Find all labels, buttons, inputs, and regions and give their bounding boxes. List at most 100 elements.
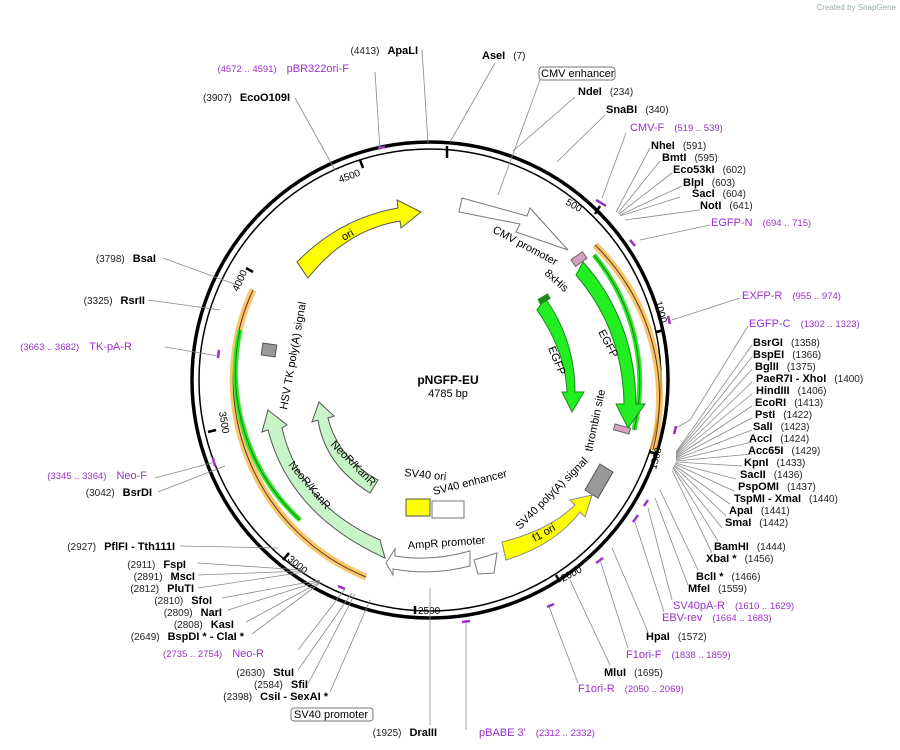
- site-position: (4413): [351, 46, 380, 57]
- site-label-sfoi: (2810) SfoI: [154, 595, 212, 607]
- site-position: (3042): [86, 488, 115, 499]
- site-label-xbai: XbaI * (1456): [706, 553, 773, 565]
- neo-thin-arc-inner: [235, 329, 301, 521]
- site-label-pluti: (2812) PluTI: [130, 583, 194, 595]
- site-label-tspmi-xmai: TspMI - XmaI (1440): [734, 493, 838, 505]
- site-position: (1440): [809, 494, 838, 505]
- site-name: BsaI: [133, 253, 156, 265]
- primer-name: EBV-rev: [662, 612, 703, 624]
- site-label-psti: PstI (1422): [755, 409, 812, 421]
- site-name: BspEI: [753, 349, 784, 361]
- tick-label-4500: 4500: [337, 168, 362, 186]
- site-position: (3798): [96, 254, 125, 265]
- site-position: (2584): [254, 680, 283, 691]
- site-position: (641): [729, 201, 752, 212]
- site-position: (2911): [127, 560, 155, 571]
- site-name: NotI: [700, 200, 721, 212]
- primer-name: SV40pA-R: [673, 600, 725, 612]
- site-position: (2927): [67, 542, 96, 553]
- site-name: PstI: [755, 409, 775, 421]
- site-position: (2398): [223, 692, 252, 703]
- primer-name: F1ori-R: [578, 683, 615, 695]
- primer-label-cmv-f: CMV-F (519 .. 539): [630, 122, 723, 134]
- site-label-bspei: BspEI (1366): [753, 349, 821, 361]
- site-position: (1366): [792, 350, 821, 361]
- plasmid-size: 4785 bp: [428, 388, 468, 400]
- feature-8xhis: 8xHis: [542, 267, 571, 295]
- site-label-asei: AseI (7): [482, 50, 525, 62]
- site-name: MfeI: [688, 583, 710, 595]
- site-position: (1559): [718, 584, 747, 595]
- site-position: (1422): [783, 410, 812, 421]
- snapgene-credit: Created by SnapGene: [816, 3, 896, 12]
- primer-range: (2735 .. 2754): [163, 649, 222, 660]
- site-name: RsrII: [121, 295, 145, 307]
- primer-label-exfp-r: EXFP-R (955 .. 974): [742, 290, 841, 302]
- tick-label-4000: 4000: [231, 268, 251, 293]
- site-name: DraIII: [409, 727, 437, 739]
- primer-range: (1610 .. 1629): [735, 601, 794, 612]
- primer-label-tk-pa-r: (3663 .. 3682) TK-pA-R: [20, 341, 132, 353]
- site-position: (3325): [84, 296, 113, 307]
- site-name: StuI: [273, 667, 294, 679]
- sv40-small-arrow: [473, 552, 498, 575]
- site-position: (1441): [761, 506, 790, 517]
- site-name: ApaI: [729, 505, 753, 517]
- site-position: (1436): [774, 470, 803, 481]
- primer-marks: [211, 145, 678, 624]
- primer-name: F1ori-F: [626, 649, 662, 661]
- site-name: SalI: [753, 421, 773, 433]
- site-label-bsrdi: (3042) BsrDI: [86, 487, 152, 499]
- primer-range: (3663 .. 3682): [20, 342, 79, 353]
- site-name: BsrDI: [123, 487, 152, 499]
- site-label-hpai: HpaI (1572): [646, 631, 707, 643]
- primer-name: TK-pA-R: [89, 341, 132, 353]
- primer-label-neo-r: (2735 .. 2754) Neo-R: [163, 648, 264, 660]
- site-name: PluTI: [167, 583, 194, 595]
- site-name: AccI: [749, 433, 772, 445]
- primer-range: (1302 .. 1323): [801, 319, 860, 330]
- site-position: (2649): [131, 632, 160, 643]
- site-label-saci: SacI (604): [692, 188, 746, 200]
- site-label-bspdi-clai: (2649) BspDI * - ClaI *: [131, 631, 245, 643]
- site-name: HindIII: [756, 385, 790, 397]
- site-label-sacii: SacII (1436): [740, 469, 803, 481]
- site-position: (234): [610, 87, 633, 98]
- primer-name: pBABE 3': [479, 727, 526, 739]
- site-name: Acc65I: [748, 445, 783, 457]
- site-position: (1433): [776, 458, 805, 469]
- site-name: EcoRI: [755, 397, 786, 409]
- feature-hsvtk-polya: HSV TK poly(A) signal: [278, 301, 309, 411]
- site-position: (1925): [373, 728, 402, 739]
- f1-ori-arrow: [501, 494, 593, 561]
- site-label-nari: (2809) NarI: [164, 607, 222, 619]
- site-position: (1437): [787, 482, 816, 493]
- site-name: SfoI: [191, 595, 212, 607]
- primer-range: (3345 .. 3364): [47, 471, 106, 482]
- site-label-fspi: (2911) FspI: [127, 559, 186, 571]
- primer-range: (519 .. 539): [674, 123, 723, 134]
- site-position: (2630): [236, 668, 265, 679]
- site-position: (1444): [757, 542, 786, 553]
- site-name: SfiI: [291, 679, 308, 691]
- site-position: (591): [683, 141, 706, 152]
- site-position: (2810): [154, 596, 183, 607]
- site-label-smai: SmaI (1442): [725, 517, 788, 529]
- site-name: SmaI: [725, 517, 751, 529]
- sv40-promoter-label: SV40 promoter: [294, 709, 368, 721]
- site-label-rsrii: (3325) RsrII: [84, 295, 145, 307]
- site-name: BmtI: [662, 152, 686, 164]
- site-position: (3907): [203, 93, 232, 104]
- site-position: (1429): [791, 446, 820, 457]
- site-position: (1423): [781, 422, 810, 433]
- site-position: (1375): [787, 362, 816, 373]
- site-position: (2808): [174, 620, 203, 631]
- leader-lines: [147, 49, 753, 730]
- site-position: (1572): [678, 632, 707, 643]
- site-position: (2891): [134, 572, 163, 583]
- site-name: BclI *: [696, 571, 724, 583]
- site-name: BsrGI: [753, 337, 783, 349]
- site-label-acc65i: Acc65I (1429): [748, 445, 820, 457]
- primer-range: (694 .. 715): [763, 218, 812, 229]
- site-name: PflFI - Tth111I: [104, 541, 175, 553]
